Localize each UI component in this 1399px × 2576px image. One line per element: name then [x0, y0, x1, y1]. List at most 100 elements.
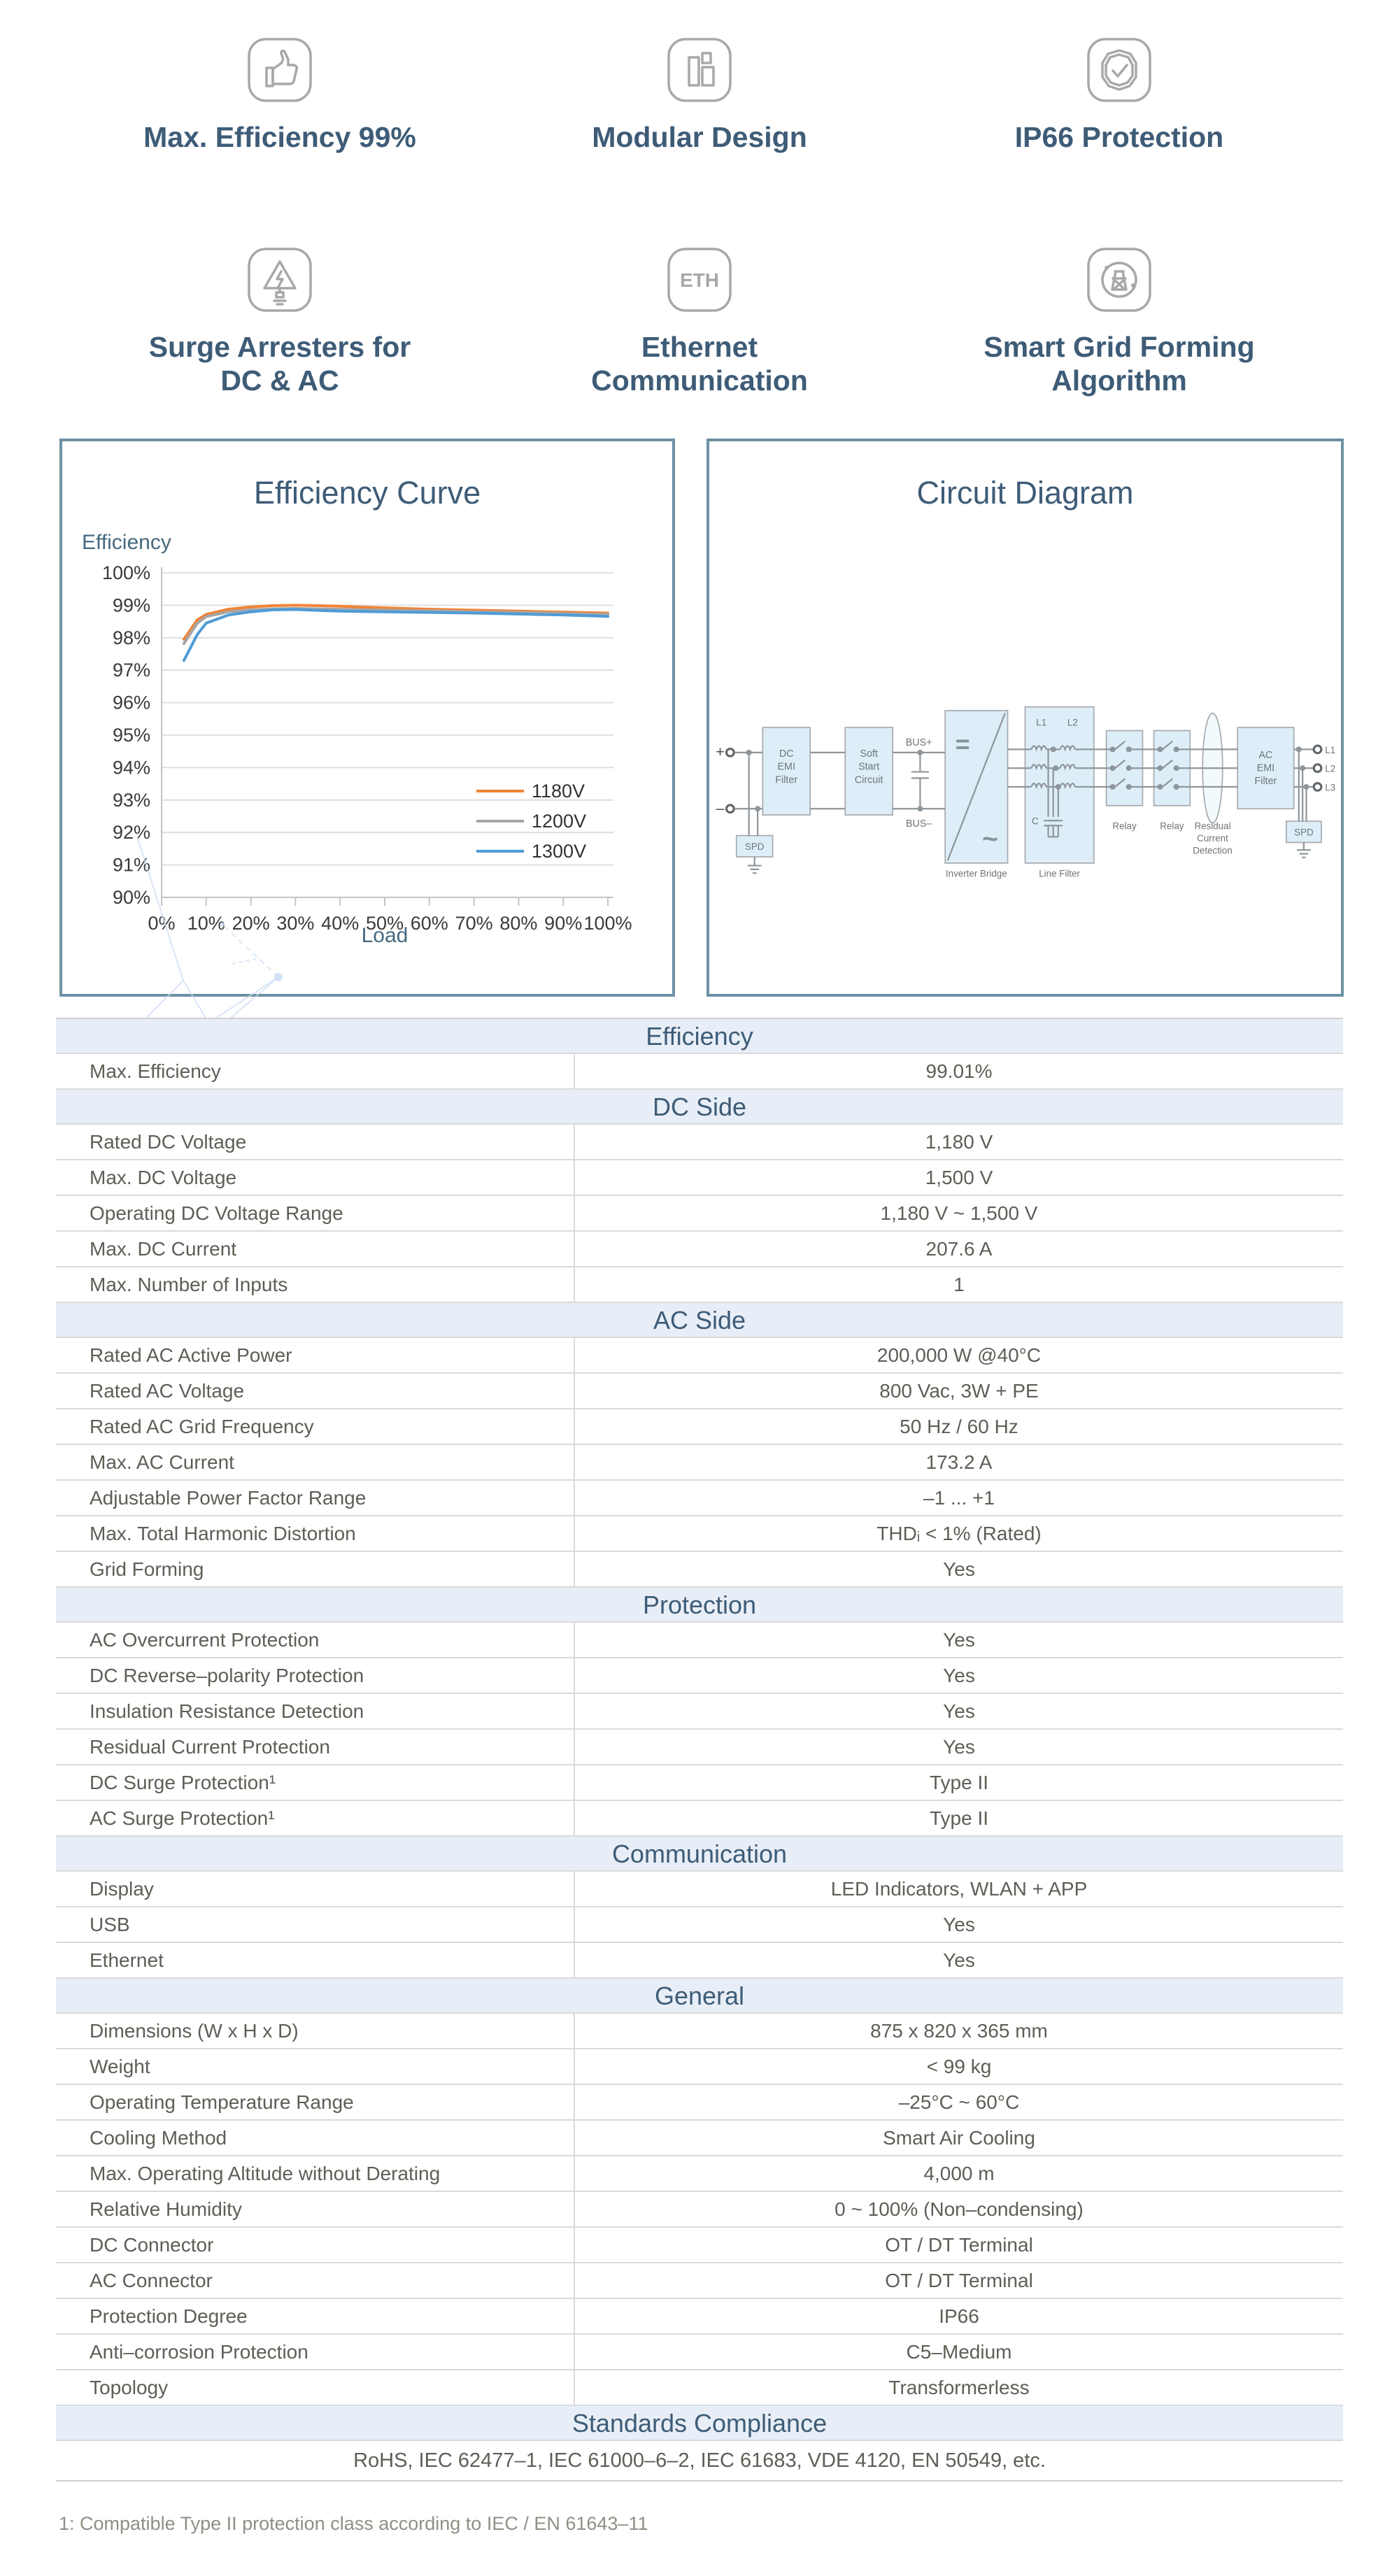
ethernet-icon: ETH: [666, 246, 733, 313]
x-axis-title: Load: [361, 924, 409, 947]
spec-row: Insulation Resistance Detection Yes: [56, 1694, 1343, 1730]
spec-row: Max. Total Harmonic Distortion THDᵢ < 1% …: [56, 1516, 1343, 1552]
spec-row: Rated DC Voltage 1,180 V: [56, 1125, 1343, 1160]
c-label: C: [1032, 816, 1039, 827]
spec-value: Smart Air Cooling: [574, 2121, 1343, 2155]
spec-row: DC Reverse–polarity Protection Yes: [56, 1658, 1343, 1694]
x-tick-label: 90%: [544, 913, 582, 934]
inverter-bridge-box: [944, 710, 1009, 864]
spec-row: Ethernet Yes: [56, 1943, 1343, 1979]
dc-symbol: =: [956, 730, 970, 758]
spec-label: Operating DC Voltage Range: [90, 1202, 343, 1224]
spec-row: Max. Number of Inputs 1: [56, 1267, 1343, 1303]
circuit-wires: [734, 713, 1314, 874]
bus-plus-label: BUS+: [906, 737, 932, 748]
compliance-row: RoHS, IEC 62477–1, IEC 61000–6–2, IEC 61…: [56, 2441, 1343, 2482]
series-1200V: [182, 607, 609, 646]
feature-label: Smart Grid Forming Algorithm: [983, 331, 1255, 397]
spec-label: Grid Forming: [90, 1558, 204, 1580]
circuit-terminals: [725, 744, 1323, 814]
section-header: Protection: [56, 1588, 1343, 1623]
spec-value: 1: [574, 1267, 1343, 1302]
feature-grid: Max. Efficiency 99% Modular Design I: [70, 36, 1329, 397]
modules-icon: [666, 36, 733, 104]
x-tick-label: 80%: [499, 913, 537, 934]
feature-modular-design: Modular Design: [490, 36, 909, 154]
out-l1-label: L1: [1325, 745, 1335, 755]
spec-value: 50 Hz / 60 Hz: [574, 1409, 1343, 1444]
x-tick-label: 60%: [411, 913, 448, 934]
l1-label: L1: [1036, 717, 1046, 727]
spec-value: 200,000 W @40°C: [574, 1338, 1343, 1372]
section-header: General: [56, 1979, 1343, 2014]
feature-label: Max. Efficiency 99%: [143, 121, 416, 153]
soft-start-label: Soft Start Circuit: [855, 748, 883, 785]
spec-value: Yes: [574, 1623, 1343, 1657]
eth-icon-text: ETH: [680, 269, 719, 291]
spec-row: Adjustable Power Factor Range –1 ... +1: [56, 1481, 1343, 1516]
x-tick-label: 0%: [148, 913, 175, 934]
chart-legend: 1180V 1200V 1300V: [476, 781, 586, 862]
series-1300V: [182, 608, 609, 662]
spec-label: DC Connector: [90, 2233, 214, 2256]
spec-row: Max. AC Current 173.2 A: [56, 1445, 1343, 1481]
surge-arrester-icon: [246, 246, 313, 313]
panels-row: Efficiency Curve Efficiency 90% 91% 92% 93%…: [59, 439, 1344, 997]
spec-label: Adjustable Power Factor Range: [90, 1486, 367, 1509]
efficiency-chart: 90% 91% 92% 93% 94% 95% 96% 97% 98% 99% 100% 0% 10% 2…: [102, 562, 632, 934]
legend-label-1180V: 1180V: [532, 781, 585, 802]
spec-label: Max. Operating Altitude without Derating: [90, 2162, 441, 2184]
inverter-bridge-label: Inverter Bridge: [946, 869, 1007, 879]
spec-value: THDᵢ < 1% (Rated): [574, 1516, 1343, 1551]
spec-label: Relative Humidity: [90, 2198, 242, 2220]
spec-value: 1,180 V: [574, 1125, 1343, 1159]
spd-dc-box: [735, 834, 774, 858]
x-tick-label: 20%: [232, 913, 270, 934]
spec-label: Insulation Resistance Detection: [90, 1700, 364, 1722]
spec-value: –25°C ~ 60°C: [574, 2085, 1343, 2119]
dc-minus-label: –: [716, 800, 725, 817]
section-header: Standards Compliance: [56, 2406, 1343, 2441]
spec-row: Rated AC Voltage 800 Vac, 3W + PE: [56, 1374, 1343, 1409]
spec-value: 207.6 A: [574, 1232, 1343, 1266]
spec-value: Yes: [574, 1658, 1343, 1693]
spec-row: AC Connector OT / DT Terminal: [56, 2263, 1343, 2299]
section-header: AC Side: [56, 1303, 1343, 1338]
spec-value: Type II: [574, 1765, 1343, 1800]
spec-row: Topology Transformerless: [56, 2370, 1343, 2406]
spec-label: Anti–corrosion Protection: [90, 2340, 308, 2363]
spec-label: Dimensions (W x H x D): [90, 2019, 299, 2042]
spec-row: Weight < 99 kg: [56, 2049, 1343, 2085]
bus-minus-label: BUS–: [906, 818, 932, 830]
spec-value: Type II: [574, 1801, 1343, 1835]
section-header: Communication: [56, 1837, 1343, 1872]
feature-ethernet: ETH Ethernet Communication: [490, 246, 909, 397]
spec-label: Max. DC Current: [90, 1237, 237, 1260]
y-tick-label: 100%: [102, 562, 150, 583]
spec-value: –1 ... +1: [574, 1481, 1343, 1515]
spec-row: AC Surge Protection¹ Type II: [56, 1801, 1343, 1837]
spec-row: AC Overcurrent Protection Yes: [56, 1623, 1343, 1658]
spec-value: OT / DT Terminal: [574, 2263, 1343, 2298]
ac-symbol: ~: [982, 824, 998, 855]
spec-value: 800 Vac, 3W + PE: [574, 1374, 1343, 1408]
spec-label: Display: [90, 1877, 154, 1900]
y-tick-label: 90%: [113, 887, 150, 908]
spec-table: Efficiency Max. Efficiency 99.01% DC Side Ra…: [56, 1018, 1343, 2482]
thumbs-up-icon: [246, 36, 313, 104]
spec-value: 1,500 V: [574, 1160, 1343, 1195]
spec-row: Dimensions (W x H x D) 875 x 820 x 365 mm: [56, 2014, 1343, 2049]
spec-label: USB: [90, 1913, 130, 1935]
circuit-diagram: + – SPD DC EMI Filter Soft Start Circuit BUS…: [716, 706, 1335, 879]
spec-label: Residual Current Protection: [90, 1735, 330, 1758]
spec-label: Max. DC Voltage: [90, 1166, 237, 1188]
ac-emi-filter-label: AC EMI Filter: [1255, 750, 1277, 787]
shield-check-icon: [1086, 36, 1153, 104]
out-l3-label: L3: [1325, 782, 1335, 792]
legend-label-1300V: 1300V: [532, 841, 586, 862]
spec-value: 1,180 V ~ 1,500 V: [574, 1196, 1343, 1230]
x-tick-label: 40%: [321, 913, 359, 934]
spec-label: Topology: [90, 2376, 169, 2398]
spec-row: Max. Operating Altitude without Derating…: [56, 2156, 1343, 2192]
spec-value: 4,000 m: [574, 2156, 1343, 2191]
